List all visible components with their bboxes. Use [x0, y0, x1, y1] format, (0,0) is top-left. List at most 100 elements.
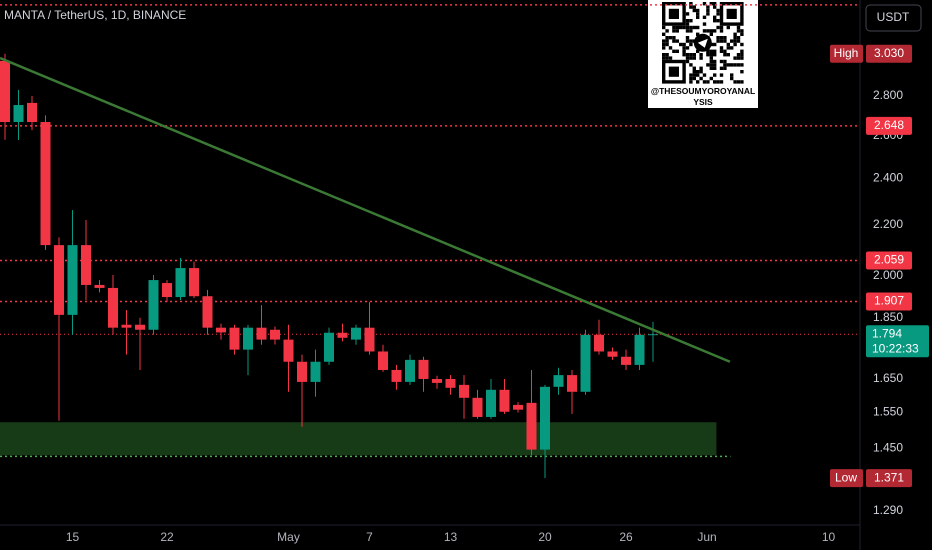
price-tag-countdown: 10:22:33: [872, 341, 919, 355]
candle-body: [27, 102, 37, 123]
level-tag: [866, 292, 912, 311]
qr-cell: [665, 29, 669, 33]
qr-cell: [689, 2, 693, 6]
marker-value-tag: [866, 44, 912, 63]
support-zone: [0, 422, 717, 456]
qr-cell: [685, 22, 690, 26]
candle-body: [351, 327, 361, 340]
qr-cell: [713, 59, 717, 64]
qr-cell: [723, 63, 727, 67]
qr-cell: [730, 63, 734, 67]
qr-cell: [740, 49, 744, 53]
candle-body: [202, 296, 213, 328]
candle-body: [135, 324, 145, 330]
y-tick-label: 2.800: [873, 88, 903, 102]
candle-body: [499, 389, 510, 412]
qr-cell: [719, 25, 724, 30]
qr-cell: [679, 42, 683, 47]
qr-cell: [689, 53, 693, 57]
qr-finder: [668, 8, 679, 19]
candle-body: [121, 324, 132, 328]
qr-cell: [692, 70, 696, 74]
level-tag: [866, 116, 912, 135]
qr-cell: [665, 53, 669, 57]
candle-body: [337, 332, 348, 338]
price-tag-value: 1.794: [872, 326, 902, 340]
qr-cell: [685, 59, 690, 64]
candle-body: [378, 351, 388, 370]
qr-cell: [662, 39, 666, 43]
candle-body: [432, 378, 442, 383]
qr-cell: [699, 70, 703, 74]
qr-cell: [675, 49, 679, 53]
qr-cell: [662, 25, 666, 30]
candle-body: [229, 327, 240, 350]
qr-cell: [719, 80, 724, 84]
marker-value: 3.030: [874, 46, 904, 60]
y-tick-label: 2.200: [873, 217, 903, 231]
price-tag: [866, 325, 929, 358]
candle-body: [607, 351, 618, 357]
candle-body: [216, 327, 226, 333]
qr-cell: [682, 42, 686, 47]
level-tag-label: 2.059: [874, 253, 904, 267]
qr-cell: [719, 36, 724, 40]
y-tick-label: 1.290: [873, 503, 903, 517]
qr-cell: [719, 46, 724, 50]
qr-cell: [665, 42, 669, 47]
candle-body: [256, 327, 267, 340]
qr-cell: [702, 73, 707, 77]
qr-cell: [733, 39, 737, 43]
qr-cell: [713, 49, 717, 53]
qr-cell: [682, 53, 686, 57]
qr-cell: [713, 42, 717, 47]
qr-cell: [706, 29, 710, 33]
y-tick-label: 1.450: [873, 440, 903, 454]
qr-cell: [696, 80, 700, 84]
qr-code: [662, 2, 744, 84]
qr-cell: [740, 42, 744, 47]
level-tag: [866, 251, 912, 270]
qr-cell: [723, 36, 727, 40]
level-tag-label: 2.648: [874, 118, 904, 132]
x-tick-label: 10: [822, 530, 836, 544]
x-tick-label: 26: [619, 530, 633, 544]
qr-cell: [668, 36, 673, 40]
qr-cell: [689, 73, 693, 77]
qr-cell: [672, 29, 676, 33]
qr-cell: [736, 39, 741, 43]
y-tick-label: 2.000: [873, 268, 903, 282]
currency-button[interactable]: [865, 4, 922, 32]
x-tick-label: 13: [444, 530, 458, 544]
qr-cell: [675, 39, 679, 43]
qr-cell: [730, 76, 734, 81]
y-tick-label: 2.400: [873, 171, 903, 185]
qr-cell: [706, 49, 710, 53]
qr-cell: [713, 63, 717, 67]
qr-caption: @THESOUMYOROYANALYSIS: [650, 86, 756, 107]
candle-body: [486, 389, 496, 417]
qr-cell: [716, 12, 720, 16]
qr-cell: [740, 53, 744, 57]
qr-cell: [736, 63, 741, 67]
qr-cell: [682, 49, 686, 53]
qr-cell: [730, 46, 734, 50]
qr-cell: [716, 8, 720, 13]
qr-cell: [702, 29, 707, 33]
qr-cell: [733, 80, 737, 84]
currency-button-label[interactable]: USDT: [877, 10, 910, 24]
qr-cell: [675, 29, 679, 33]
qr-cell: [682, 25, 686, 30]
qr-cell: [692, 76, 696, 81]
qr-cell: [713, 15, 717, 19]
marker-value: 1.371: [874, 470, 904, 484]
qr-cell: [702, 2, 707, 6]
marker-name-tag: [830, 44, 863, 63]
qr-cell: [702, 80, 707, 84]
candle-body: [148, 280, 159, 330]
qr-logo-plane: [697, 38, 708, 48]
qr-cell: [709, 63, 713, 67]
qr-cell: [716, 19, 720, 23]
